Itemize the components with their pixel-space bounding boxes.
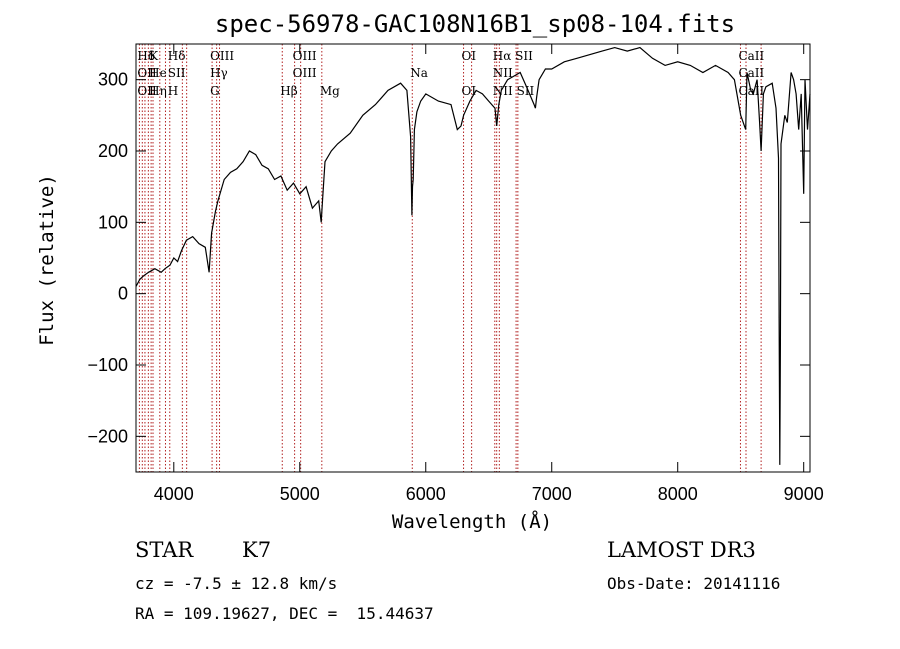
observation-date: Obs-Date: 20141116 xyxy=(607,574,781,593)
x-axis-ticks: 4000 5000 6000 7000 8000 9000 xyxy=(154,44,824,504)
spectral-line-label: OIII xyxy=(293,66,317,80)
coordinates-readout: RA = 109.19627, DEC = 15.44637 xyxy=(135,604,434,623)
y-tick-label: 300 xyxy=(98,70,128,90)
y-tick-label: −100 xyxy=(87,355,128,375)
y-tick-label: −200 xyxy=(87,426,128,446)
y-axis-label: Flux (relative) xyxy=(36,174,58,346)
y-tick-label: 200 xyxy=(98,141,128,161)
spectral-line-label: He xyxy=(149,66,167,80)
spectral-line-label: CaII xyxy=(738,49,764,63)
x-tick-label: 5000 xyxy=(280,484,320,504)
spectrum-series-line xyxy=(135,46,811,465)
spectral-line-label: NII xyxy=(493,66,513,80)
spectral-line-label: OII xyxy=(137,84,157,98)
x-tick-label: 8000 xyxy=(658,484,698,504)
spectral-line-label: SII xyxy=(168,66,186,80)
spectral-line-label: Hδ xyxy=(168,49,186,63)
x-tick-label: 6000 xyxy=(406,484,446,504)
object-class: STAR xyxy=(135,538,194,562)
spectral-line-label: OI xyxy=(462,49,477,63)
spectral-line-label: Hα SII xyxy=(493,49,533,63)
spectral-line-labels: Hδ OII OII K He Hη Hδ SII H OIII Hγ G OIII OIII Hβ Mg Na… xyxy=(137,49,764,98)
spectral-line-label: OIII xyxy=(293,49,317,63)
x-tick-label: 7000 xyxy=(532,484,572,504)
spectral-line-label: OII xyxy=(137,66,157,80)
spectral-line-label: Mg xyxy=(320,84,340,98)
spectral-line-markers xyxy=(138,44,762,472)
spectral-line-label: Hη xyxy=(149,84,167,98)
spectral-line-label: H xyxy=(168,84,178,98)
spectral-line-label: OI xyxy=(462,84,477,98)
y-tick-label: 100 xyxy=(98,212,128,232)
spectral-line-label: OIII xyxy=(210,49,234,63)
y-axis-ticks: −200 −100 0 100 200 300 xyxy=(87,70,810,446)
x-tick-label: 9000 xyxy=(784,484,824,504)
spectral-line-label: Hδ xyxy=(137,49,155,63)
spectral-line-label: CaII xyxy=(738,66,764,80)
object-subclass: K7 xyxy=(242,538,272,562)
spectral-line-label: Na xyxy=(410,66,428,80)
spectral-line-label: Hγ xyxy=(210,66,228,80)
x-axis-label: Wavelength (Å) xyxy=(392,510,552,533)
plot-frame xyxy=(135,43,811,473)
spectral-line-label: G xyxy=(210,84,220,98)
chart-title: spec-56978-GAC108N16B1_sp08-104.fits xyxy=(215,10,735,38)
y-tick-label: 0 xyxy=(118,284,128,304)
redshift-readout: cz = -7.5 ± 12.8 km/s xyxy=(135,574,338,593)
spectral-line-label: K xyxy=(149,49,159,63)
survey-name: LAMOST DR3 xyxy=(607,538,756,562)
x-tick-label: 4000 xyxy=(154,484,194,504)
spectral-line-label: Hβ xyxy=(280,84,297,98)
